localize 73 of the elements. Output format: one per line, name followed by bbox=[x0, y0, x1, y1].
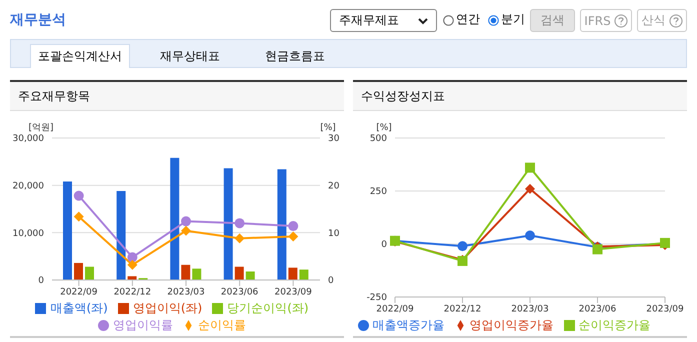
point bbox=[74, 190, 84, 201]
bar bbox=[277, 169, 286, 280]
x-tick-label: 2023/06 bbox=[578, 304, 616, 314]
chart-title: 수익성장성지표 bbox=[353, 80, 687, 111]
bar bbox=[224, 168, 233, 280]
y-tick-label: -250 bbox=[366, 293, 388, 304]
text: IFRS bbox=[580, 9, 632, 32]
bar bbox=[246, 271, 255, 280]
y-axis-title: [억원] bbox=[28, 123, 54, 133]
legend-label: 영업이익(좌) bbox=[132, 301, 202, 315]
y2-axis-title: [%] bbox=[320, 123, 336, 133]
point bbox=[288, 231, 298, 242]
text: 분기 bbox=[501, 11, 525, 28]
x-tick-label: 2022/09 bbox=[376, 304, 414, 314]
x-tick-label: 2022/09 bbox=[60, 287, 98, 298]
bar bbox=[63, 182, 72, 280]
y2-tick-label: 20 bbox=[328, 182, 340, 192]
bar bbox=[116, 191, 126, 280]
bar bbox=[74, 262, 83, 280]
legend-label: 순이익증가율 bbox=[578, 318, 650, 332]
y-tick-label: 30,000 bbox=[12, 134, 44, 144]
point bbox=[458, 241, 468, 252]
bar bbox=[299, 270, 308, 280]
point bbox=[74, 212, 84, 222]
point bbox=[181, 216, 191, 226]
bar bbox=[85, 266, 94, 280]
legend-label: 영업이익증가율 bbox=[470, 318, 554, 332]
legend-label: 매출액(좌) bbox=[50, 301, 108, 315]
text: 재무상태표 bbox=[159, 48, 221, 64]
point bbox=[234, 233, 245, 244]
y-tick-label: 0 bbox=[381, 240, 388, 250]
legend-label: 매출액증가율 bbox=[372, 318, 444, 332]
legend-label: 영업이익률 bbox=[113, 318, 173, 332]
bar bbox=[234, 266, 244, 280]
point bbox=[525, 230, 535, 241]
x-tick-label: 2023/06 bbox=[220, 287, 259, 298]
text: 재무분석 bbox=[10, 11, 66, 29]
bar bbox=[170, 158, 180, 280]
y-tick-label: 0 bbox=[38, 276, 44, 286]
text: 현금흐름표 bbox=[264, 48, 326, 64]
bar bbox=[181, 264, 190, 280]
chart-title: 주요재무항목 bbox=[10, 80, 344, 111]
y-tick-label: 20,000 bbox=[12, 182, 44, 192]
legend-label: 당기순이익(좌) bbox=[227, 301, 309, 315]
x-tick-label: 2023/03 bbox=[511, 304, 549, 314]
text: 주재무제표 bbox=[339, 12, 399, 29]
bar bbox=[128, 276, 137, 280]
y-tick-label: 500 bbox=[370, 134, 388, 144]
point bbox=[525, 162, 535, 173]
point bbox=[234, 218, 245, 228]
x-tick-label: 2022/12 bbox=[114, 287, 152, 298]
y2-tick-label: 30 bbox=[328, 134, 340, 144]
point bbox=[525, 184, 535, 194]
legend-label: 순이익률 bbox=[198, 318, 246, 332]
text: 포괄손익계산서 bbox=[30, 44, 130, 68]
point bbox=[288, 221, 298, 232]
y-axis-title: [%] bbox=[376, 123, 392, 133]
text: 산식 bbox=[637, 9, 687, 32]
x-tick-label: 2022/12 bbox=[444, 304, 482, 314]
y2-tick-label: 0 bbox=[328, 276, 334, 286]
y-tick-label: 10,000 bbox=[12, 228, 44, 239]
x-tick-label: 2023/09 bbox=[274, 287, 312, 298]
y-tick-label: 250 bbox=[370, 187, 388, 198]
text: 검색 bbox=[530, 9, 575, 32]
y2-tick-label: 10 bbox=[328, 228, 340, 239]
point bbox=[181, 226, 191, 236]
text: 연간 bbox=[456, 11, 480, 28]
point bbox=[127, 260, 138, 270]
x-tick-label: 2023/09 bbox=[646, 304, 684, 314]
x-tick-label: 2023/03 bbox=[167, 287, 205, 298]
bar bbox=[192, 268, 202, 280]
point bbox=[127, 252, 138, 262]
bar bbox=[288, 268, 298, 280]
